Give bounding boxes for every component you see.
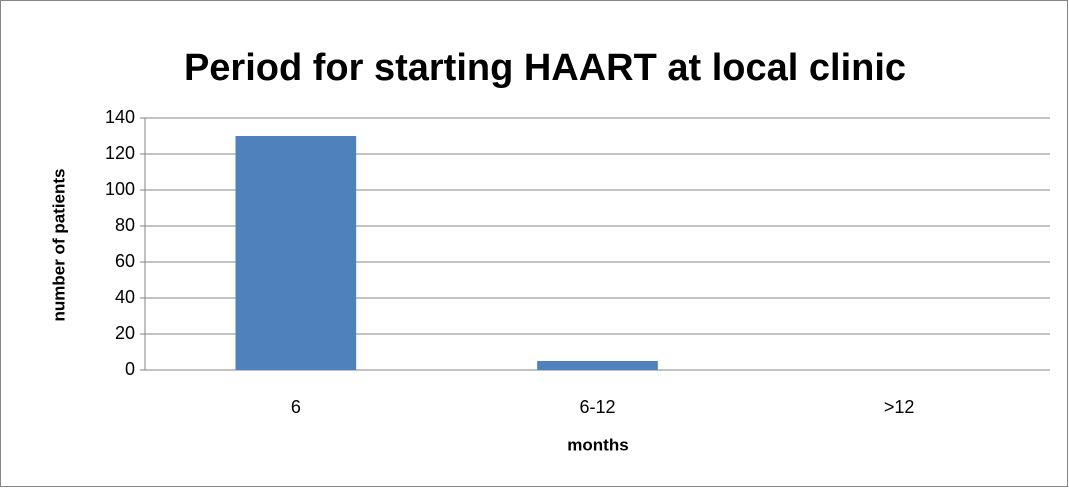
y-tick-label: 20 [115,323,135,343]
y-tick-label: 120 [105,143,135,163]
chart-title: Period for starting HAART at local clini… [184,47,906,89]
x-tick-label: >12 [884,397,915,417]
y-tick-label: 60 [115,251,135,271]
y-tick-label: 100 [105,179,135,199]
y-tick-label: 80 [115,215,135,235]
bar [537,361,658,370]
bar [235,136,357,370]
x-axis-label: months [567,435,628,454]
y-tick-label: 40 [115,287,135,307]
y-tick-label: 0 [125,359,135,379]
x-tick-label: 6 [291,397,301,417]
x-tick-label: 6-12 [579,397,615,417]
y-axis-label: number of patients [49,168,68,321]
y-tick-label: 140 [105,107,135,127]
